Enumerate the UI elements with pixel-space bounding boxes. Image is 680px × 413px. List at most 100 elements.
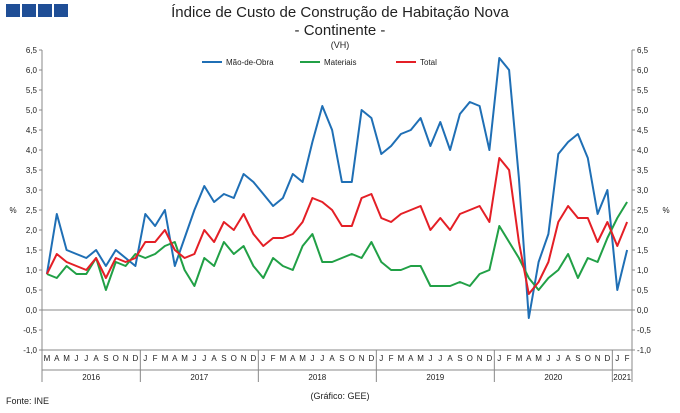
x-tick-label: J: [74, 354, 78, 363]
y-tick-label-right: 5,0: [637, 106, 649, 115]
y-tick-label-right: 1,5: [637, 246, 649, 255]
year-label: 2020: [544, 373, 562, 382]
y-tick-label-right: 3,5: [637, 166, 649, 175]
y-tick-label-left: 1,0: [26, 266, 38, 275]
x-tick-label: J: [379, 354, 383, 363]
y-tick-label-left: 1,5: [26, 246, 38, 255]
x-tick-label: J: [615, 354, 619, 363]
y-axis-label-left: %: [9, 206, 16, 215]
x-tick-label: J: [84, 354, 88, 363]
x-tick-label: D: [251, 354, 257, 363]
x-tick-label: S: [221, 354, 226, 363]
series-line: [46, 157, 629, 295]
y-tick-label-left: 3,5: [26, 166, 38, 175]
x-tick-label: D: [133, 354, 139, 363]
x-tick-label: A: [408, 354, 414, 363]
x-tick-label: A: [172, 354, 178, 363]
y-tick-label-left: 4,5: [26, 126, 38, 135]
x-tick-label: J: [143, 354, 147, 363]
legend-label: Mão-de-Obra: [226, 58, 274, 67]
x-tick-label: O: [113, 354, 119, 363]
x-tick-label: J: [497, 354, 501, 363]
x-tick-label: D: [487, 354, 493, 363]
x-tick-label: O: [467, 354, 473, 363]
y-tick-label-right: 6,5: [637, 46, 649, 55]
chart-title: Índice de Custo de Construção de Habitaç…: [171, 4, 509, 21]
x-tick-label: F: [271, 354, 276, 363]
x-tick-label: M: [535, 354, 542, 363]
x-tick-label: S: [339, 354, 344, 363]
y-tick-label-left: 6,5: [26, 46, 38, 55]
y-tick-label-right: 0,0: [637, 306, 649, 315]
y-tick-label-left: -1,0: [23, 346, 37, 355]
gee-logo: [6, 4, 68, 17]
x-tick-label: M: [299, 354, 306, 363]
x-tick-label: A: [526, 354, 532, 363]
x-tick-label: M: [181, 354, 188, 363]
y-tick-label-left: 6,0: [26, 66, 38, 75]
y-tick-label-right: -0,5: [637, 326, 651, 335]
x-tick-label: J: [556, 354, 560, 363]
x-tick-label: D: [605, 354, 611, 363]
y-tick-label-right: 0,5: [637, 286, 649, 295]
year-label: 2018: [308, 373, 326, 382]
y-tick-label-right: 6,0: [637, 66, 649, 75]
x-tick-label: J: [192, 354, 196, 363]
x-tick-label: M: [63, 354, 70, 363]
source-note: Fonte: INE: [6, 396, 50, 406]
y-tick-label-left: 2,0: [26, 226, 38, 235]
y-tick-label-right: 4,5: [637, 126, 649, 135]
x-tick-label: M: [417, 354, 424, 363]
x-tick-label: M: [398, 354, 405, 363]
y-tick-label-left: 5,0: [26, 106, 38, 115]
x-tick-label: F: [625, 354, 630, 363]
x-tick-label: J: [310, 354, 314, 363]
chart-unit: (VH): [330, 40, 350, 50]
x-tick-label: F: [389, 354, 394, 363]
y-tick-label-right: 3,0: [637, 186, 649, 195]
series-line: [46, 201, 628, 291]
x-tick-label: N: [241, 354, 247, 363]
y-tick-label-left: -0,5: [23, 326, 37, 335]
x-tick-label: N: [595, 354, 601, 363]
x-tick-label: N: [123, 354, 129, 363]
logo-block: [6, 4, 20, 17]
y-tick-label-left: 0,0: [26, 306, 38, 315]
y-tick-label-right: 2,0: [637, 226, 649, 235]
x-tick-label: J: [546, 354, 550, 363]
legend-label: Total: [420, 58, 437, 67]
y-tick-label-left: 4,0: [26, 146, 38, 155]
x-tick-label: O: [349, 354, 355, 363]
x-tick-label: A: [54, 354, 60, 363]
x-tick-label: O: [585, 354, 591, 363]
x-tick-label: N: [359, 354, 365, 363]
x-tick-label: J: [320, 354, 324, 363]
x-tick-label: A: [447, 354, 453, 363]
y-tick-label-left: 0,5: [26, 286, 38, 295]
x-tick-label: F: [507, 354, 512, 363]
y-axis-label-right: %: [662, 206, 669, 215]
x-tick-label: A: [565, 354, 571, 363]
y-tick-label-left: 5,5: [26, 86, 38, 95]
x-tick-label: A: [290, 354, 296, 363]
x-tick-label: J: [428, 354, 432, 363]
x-tick-label: S: [575, 354, 580, 363]
y-tick-label-right: 4,0: [637, 146, 649, 155]
year-label: 2016: [82, 373, 100, 382]
y-tick-label-right: 2,5: [637, 206, 649, 215]
year-label: 2019: [426, 373, 444, 382]
y-tick-label-left: 2,5: [26, 206, 38, 215]
x-tick-label: J: [438, 354, 442, 363]
year-label: 2017: [190, 373, 208, 382]
x-tick-label: A: [93, 354, 99, 363]
chart-credit: (Gráfico: GEE): [310, 391, 370, 401]
x-tick-label: O: [231, 354, 237, 363]
logo-block: [38, 4, 52, 17]
y-tick-label-right: 1,0: [637, 266, 649, 275]
y-tick-label-left: 3,0: [26, 186, 38, 195]
logo-block: [54, 4, 68, 17]
x-tick-label: A: [329, 354, 335, 363]
chart-subtitle: - Continente -: [294, 22, 386, 39]
year-label: 2021: [613, 373, 631, 382]
